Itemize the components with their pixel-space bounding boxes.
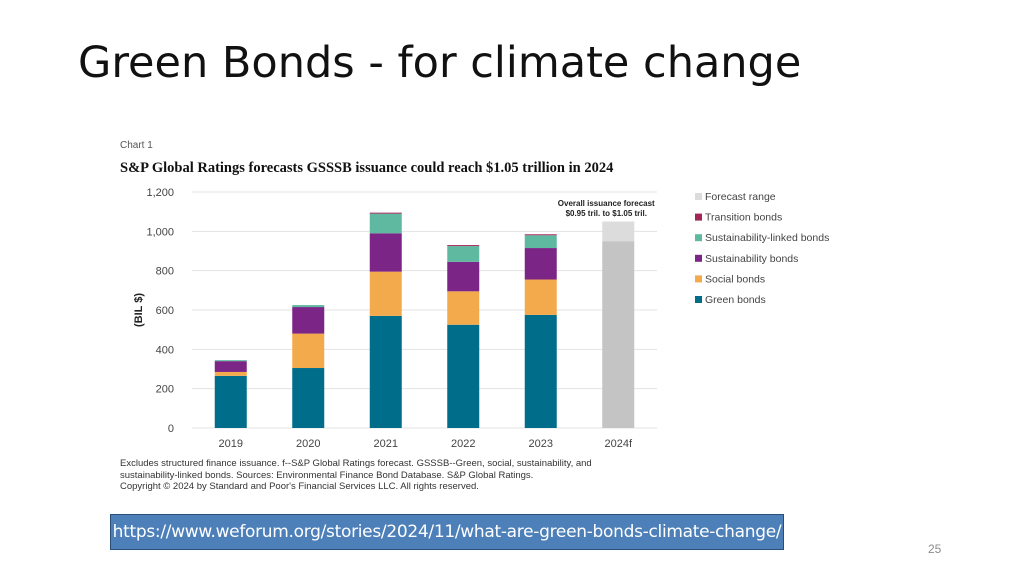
bar-social-bonds: [447, 291, 480, 325]
chart-title: S&P Global Ratings forecasts GSSSB issua…: [120, 160, 614, 176]
legend-swatch: [695, 275, 702, 283]
legend-swatch: [695, 234, 702, 242]
bar-social-bonds: [214, 371, 247, 376]
footnote-line: Copyright © 2024 by Standard and Poor's …: [120, 481, 479, 492]
legend-swatch: [695, 193, 702, 200]
legend-label: Sustainability-linked bonds: [705, 232, 829, 244]
bar-transition-bonds: [524, 234, 557, 236]
chart-figure: Chart 1 S&P Global Ratings forecasts GSS…: [112, 132, 852, 502]
bar-sustainability-bonds: [524, 248, 557, 280]
bar-transition-bonds: [369, 212, 402, 214]
bar-sustainability-linked-bonds: [524, 235, 557, 249]
y-tick-label: 400: [156, 344, 174, 356]
x-tick-label: 2022: [451, 438, 475, 450]
legend-swatch: [695, 213, 702, 221]
legend-label: Social bonds: [705, 273, 765, 285]
bar-forecast-range: [602, 221, 635, 242]
x-tick-label: 2024f: [604, 438, 632, 450]
y-tick-label: 1,200: [146, 187, 174, 199]
forecast-annotation: Overall issuance forecast: [558, 199, 655, 208]
source-link[interactable]: https://www.weforum.org/stories/2024/11/…: [110, 514, 784, 550]
bar-sustainability-bonds: [292, 307, 325, 334]
forecast-annotation: $0.95 tril. to $1.05 tril.: [566, 209, 647, 218]
bar-green-bonds: [524, 314, 557, 428]
bar-social-bonds: [369, 271, 402, 316]
x-tick-label: 2020: [296, 438, 320, 450]
chart-number-label: Chart 1: [120, 140, 153, 151]
y-tick-label: 1,000: [146, 226, 174, 238]
bar-sustainability-bonds: [447, 261, 480, 292]
bar-sustainability-linked-bonds: [214, 360, 247, 362]
page-number: 25: [928, 542, 942, 556]
bar-social-bonds: [524, 279, 557, 315]
footnote-line: Excludes structured finance issuance. f-…: [120, 458, 592, 469]
bar-transition-bonds: [447, 245, 480, 247]
stacked-bar-chart: 0 200 400 600 800 1,000 1,200 (BIL $) 2019 2020 20…: [133, 187, 829, 450]
bar-social-bonds: [292, 333, 325, 369]
y-tick-label: 800: [156, 266, 174, 278]
chart-footnote: Excludes structured finance issuance. f-…: [120, 458, 620, 493]
y-tick-label: 600: [156, 305, 174, 317]
x-tick-label: 2021: [374, 438, 398, 450]
bar-green-bonds: [292, 368, 325, 428]
bar-sustainability-bonds: [369, 233, 402, 272]
bar-green-bonds: [214, 375, 247, 428]
slide-title: Green Bonds - for climate change: [78, 38, 802, 88]
bar-green-bonds: [369, 315, 402, 428]
x-tick-label: 2019: [219, 438, 243, 450]
legend-swatch: [695, 254, 702, 262]
x-tick-label: 2023: [529, 438, 553, 450]
y-tick-label: 200: [156, 384, 174, 396]
bar-sustainability-bonds: [214, 361, 247, 372]
bar-forecast-base: [602, 241, 635, 428]
y-tick-label: 0: [168, 423, 174, 435]
legend-label: Forecast range: [705, 191, 776, 203]
legend-swatch: [695, 296, 702, 303]
legend-label: Transition bonds: [705, 212, 782, 224]
legend-label: Green bonds: [705, 294, 766, 306]
y-axis-title: (BIL $): [133, 293, 145, 327]
footnote-line: sustainability-linked bonds. Sources: En…: [120, 469, 534, 481]
bar-green-bonds: [447, 324, 480, 428]
bar-sustainability-linked-bonds: [369, 213, 402, 234]
bar-sustainability-linked-bonds: [447, 246, 480, 262]
bar-sustainability-linked-bonds: [292, 305, 325, 308]
legend-label: Sustainability bonds: [705, 253, 798, 265]
